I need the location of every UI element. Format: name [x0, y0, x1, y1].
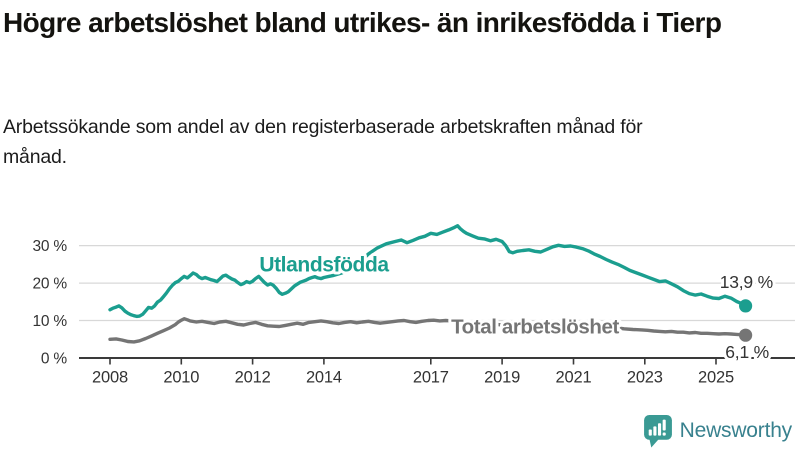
end-value-label-utlandsfodda: 13,9 % [720, 272, 773, 292]
x-axis-label: 2008 [92, 369, 128, 387]
x-axis-label: 2019 [484, 369, 520, 387]
series-label-total-arbetsloshet: Total arbetslöshet [451, 316, 619, 339]
x-axis-label: 2017 [413, 369, 449, 387]
newsworthy-logo: Newsworthy [643, 412, 793, 450]
x-axis-label: 2012 [235, 369, 271, 387]
chart-title: Högre arbetslöshet bland utrikes- än inr… [3, 7, 722, 38]
series-line-total-arbetsloshet [108, 316, 748, 344]
x-axis-label: 2010 [163, 369, 199, 387]
series-end-dot-utlandsfodda [739, 299, 753, 313]
newsworthy-bubble-chart-icon [643, 414, 672, 447]
x-axis-labels: 2008 2010 2012 2014 2017 2019 2021 2023 2025 [92, 369, 734, 387]
x-axis-label: 2021 [556, 369, 592, 387]
series-end-dot-total-arbetsloshet [739, 328, 753, 342]
y-axis-label: 30 % [32, 238, 67, 255]
x-axis-label: 2023 [627, 369, 663, 387]
series-label-utlandsfodda: Utlandsfödda [259, 254, 389, 277]
x-axis-label: 2025 [698, 369, 734, 387]
y-axis-label: 0 % [41, 351, 68, 368]
x-axis-label: 2014 [306, 369, 342, 387]
x-axis-ticks [109, 358, 717, 365]
gridlines [79, 244, 795, 322]
y-axis-labels: 0 % 10 % 20 % 30 % [32, 238, 67, 367]
end-value-label-total: 6,1 % [725, 342, 769, 362]
series-line-utlandsfodda [108, 224, 748, 319]
chart-subtitle: Arbetssökande som andel av den registerb… [3, 116, 643, 168]
y-axis-label: 20 % [32, 276, 67, 293]
line-chart: 0 % 10 % 20 % 30 % 2008 2010 2012 2014 2017 2019… [32, 224, 795, 387]
series-lines [108, 224, 753, 344]
newsworthy-brand-name: Newsworthy [679, 419, 793, 442]
y-axis-label: 10 % [32, 313, 67, 330]
